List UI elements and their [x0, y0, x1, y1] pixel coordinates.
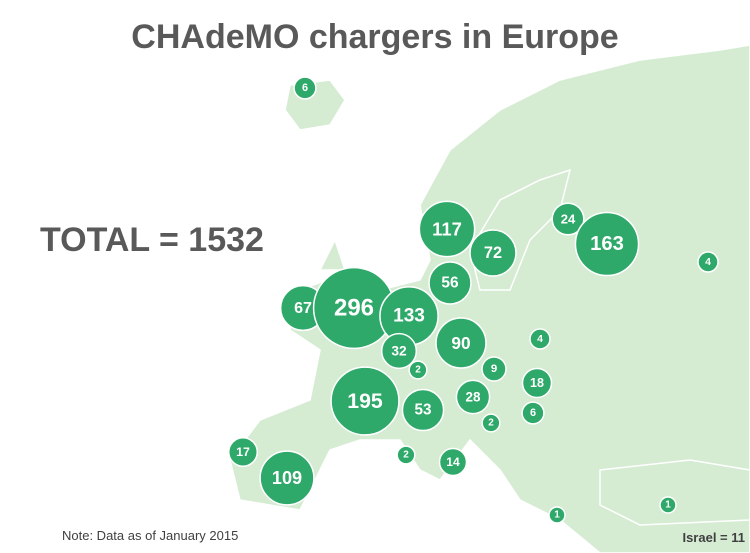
bubble-label: 2	[488, 418, 494, 429]
bubble	[469, 229, 517, 277]
bubble	[435, 317, 487, 369]
bubble-label: 2	[403, 450, 409, 461]
israel-label: Israel = 11	[682, 530, 745, 545]
bubble	[521, 401, 545, 425]
bubble	[401, 388, 445, 432]
bubble-label: 1	[554, 510, 560, 521]
bubble	[551, 202, 585, 236]
bubble-label: 24	[561, 212, 576, 227]
bubble-label: 90	[451, 333, 470, 353]
bubble-label: 14	[446, 455, 460, 469]
bubble-label: 195	[347, 389, 383, 413]
bubble-label: 4	[537, 333, 543, 345]
bubble-label: 6	[530, 407, 536, 419]
bubble-label: 2	[415, 365, 421, 376]
bubble	[259, 450, 315, 506]
bubble-label: 72	[484, 244, 502, 262]
bubble-label: 296	[334, 295, 374, 322]
bubble-label: 1	[665, 500, 671, 511]
total: TOTAL = 1532	[40, 221, 264, 259]
bubble	[548, 506, 566, 524]
bubble	[521, 367, 553, 399]
bubble-label: 56	[441, 275, 459, 292]
bubble-label: 133	[393, 306, 425, 327]
bubble-label: 163	[590, 233, 624, 255]
bubble	[481, 356, 507, 382]
bubble-label: 109	[272, 468, 302, 488]
bubble-label: 32	[391, 344, 407, 359]
bubble-label: 6	[302, 82, 308, 94]
title: CHAdeMO chargers in Europe	[131, 18, 618, 56]
bubble	[574, 211, 640, 277]
bubble	[697, 251, 719, 273]
bubble-label: 28	[466, 390, 481, 405]
bubble-label: 117	[432, 219, 462, 240]
bubble-label: 17	[236, 445, 250, 459]
bubble	[481, 413, 501, 433]
bubble	[418, 200, 476, 258]
bubble	[428, 261, 472, 305]
bubble	[659, 496, 677, 514]
bubble	[330, 366, 400, 436]
bubble-label: 67	[294, 299, 312, 317]
bubble-label: 9	[491, 363, 497, 375]
bubble-label: 53	[415, 402, 432, 419]
note: Note: Data as of January 2015	[62, 528, 238, 543]
bubble-label: 18	[530, 376, 544, 390]
bubble-label: 4	[705, 256, 711, 268]
bubble	[293, 76, 317, 100]
bubble	[529, 328, 551, 350]
bubble	[380, 332, 418, 370]
bubble	[228, 437, 258, 467]
bubble	[455, 379, 491, 415]
bubble	[438, 447, 468, 477]
bubble	[408, 360, 428, 380]
bubble	[396, 445, 416, 465]
